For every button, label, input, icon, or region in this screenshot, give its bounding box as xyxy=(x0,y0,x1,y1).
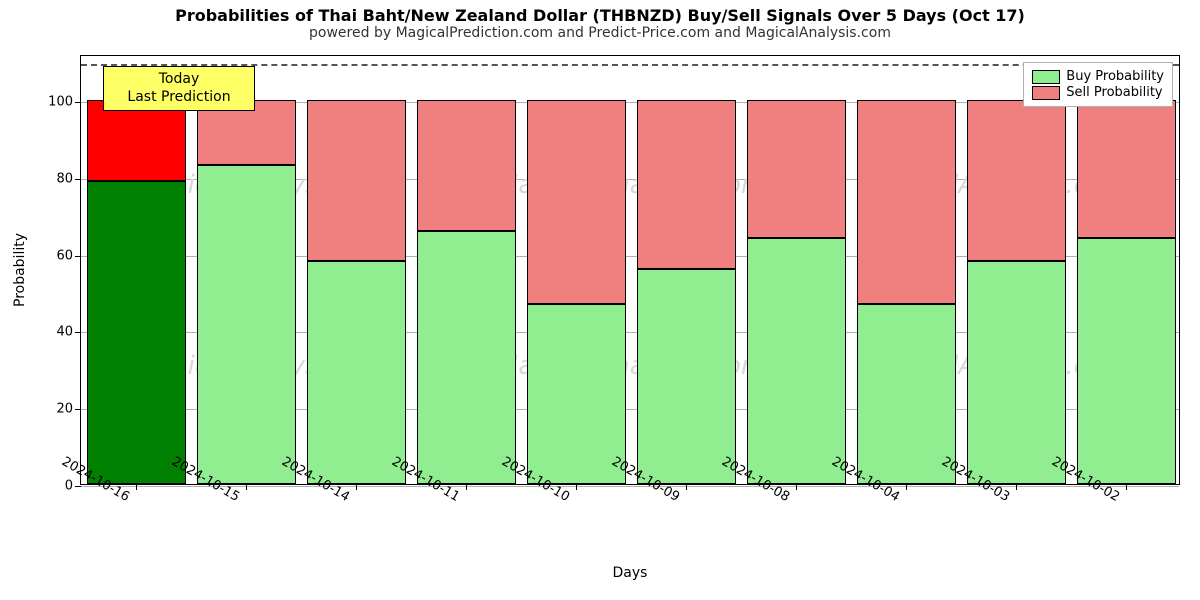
bar-buy xyxy=(967,261,1066,484)
x-axis-label: Days xyxy=(613,565,648,581)
x-tick-mark xyxy=(1016,484,1017,490)
legend-entry: Buy Probability xyxy=(1032,69,1164,84)
today-annotation-line2: Last Prediction xyxy=(114,89,244,107)
legend: Buy ProbabilitySell Probability xyxy=(1023,62,1173,107)
bar-sell xyxy=(637,100,736,269)
x-tick-mark xyxy=(686,484,687,490)
today-annotation: TodayLast Prediction xyxy=(103,66,255,111)
bar-buy xyxy=(417,231,516,484)
bar-group xyxy=(87,54,186,484)
bar-buy xyxy=(527,304,626,484)
bar-group xyxy=(527,54,626,484)
today-annotation-line1: Today xyxy=(114,71,244,89)
x-tick-mark xyxy=(906,484,907,490)
bar-buy xyxy=(1077,238,1176,484)
bar-sell xyxy=(967,100,1066,261)
bar-sell xyxy=(1077,100,1176,238)
bar-buy xyxy=(307,261,406,484)
bar-sell xyxy=(87,100,186,181)
bar-buy xyxy=(857,304,956,484)
bar-sell xyxy=(527,100,626,303)
x-tick-mark xyxy=(1126,484,1127,490)
x-tick-mark xyxy=(246,484,247,490)
y-tick-label: 0 xyxy=(65,479,81,494)
bar-sell xyxy=(857,100,956,303)
legend-swatch xyxy=(1032,86,1060,100)
x-tick-mark xyxy=(136,484,137,490)
x-tick-mark xyxy=(576,484,577,490)
y-tick-label: 20 xyxy=(56,402,81,417)
bar-group xyxy=(307,54,406,484)
bar-group xyxy=(747,54,846,484)
bar-buy xyxy=(747,238,846,484)
legend-entry: Sell Probability xyxy=(1032,85,1164,100)
bar-group xyxy=(967,54,1066,484)
legend-swatch xyxy=(1032,70,1060,84)
bar-group xyxy=(417,54,516,484)
bar-sell xyxy=(747,100,846,238)
bar-group xyxy=(1077,54,1176,484)
legend-label: Sell Probability xyxy=(1066,85,1162,100)
chart-container: Probabilities of Thai Baht/New Zealand D… xyxy=(0,0,1200,600)
bar-sell xyxy=(417,100,516,231)
x-tick-mark xyxy=(356,484,357,490)
bar-group xyxy=(197,54,296,484)
y-tick-label: 100 xyxy=(48,95,81,110)
bar-group xyxy=(857,54,956,484)
x-tick-mark xyxy=(466,484,467,490)
bar-buy xyxy=(197,165,296,484)
y-axis-label: Probability xyxy=(12,233,28,307)
y-tick-label: 80 xyxy=(56,171,81,186)
x-tick-mark xyxy=(796,484,797,490)
chart-subtitle: powered by MagicalPrediction.com and Pre… xyxy=(0,25,1200,43)
bar-group xyxy=(637,54,736,484)
bar-sell xyxy=(307,100,406,261)
bar-buy xyxy=(637,269,736,484)
plot-area: 020406080100MagicalAnalysis.comMagicalAn… xyxy=(80,55,1180,485)
legend-label: Buy Probability xyxy=(1066,69,1164,84)
y-tick-label: 60 xyxy=(56,248,81,263)
bar-buy xyxy=(87,181,186,484)
y-tick-label: 40 xyxy=(56,325,81,340)
chart-title: Probabilities of Thai Baht/New Zealand D… xyxy=(0,0,1200,25)
